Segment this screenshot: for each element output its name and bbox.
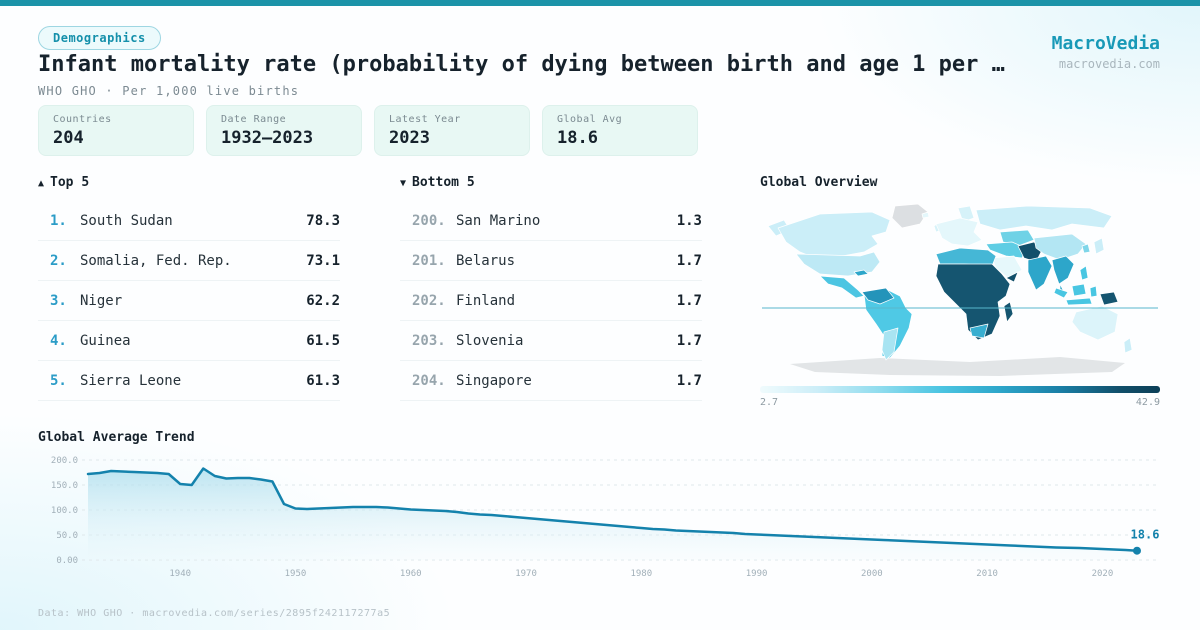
svg-text:100.0: 100.0 <box>51 506 78 516</box>
svg-text:2000: 2000 <box>861 569 883 579</box>
country-name: Slovenia <box>456 332 524 349</box>
svg-text:1990: 1990 <box>746 569 768 579</box>
country-name: Niger <box>80 292 123 309</box>
stat-value: 1932–2023 <box>221 128 314 148</box>
brand-domain: macrovedia.com <box>1058 57 1160 71</box>
top5-header: ▲ Top 5 <box>38 175 340 201</box>
top5-list: ▲ Top 5 1. South Sudan 78.3 2. Somalia, F… <box>38 175 340 401</box>
svg-text:50.0: 50.0 <box>56 531 78 541</box>
country-name: Guinea <box>80 332 131 349</box>
top-accent-bar <box>0 0 1200 6</box>
rank-label: 200. <box>412 212 446 229</box>
stats-row: Countries 204 Date Range 1932–2023 Lates… <box>38 105 698 156</box>
stat-value: 204 <box>53 128 84 148</box>
row-value: 61.5 <box>306 332 340 349</box>
color-scale-labels: 2.7 42.9 <box>760 397 1160 408</box>
country-name: Sierra Leone <box>80 372 182 389</box>
stat-value: 18.6 <box>557 128 598 148</box>
rank-label: 204. <box>412 372 446 389</box>
stat-label: Countries <box>53 114 112 125</box>
row-value: 1.7 <box>676 332 702 349</box>
table-row: 1. South Sudan 78.3 <box>38 201 340 241</box>
latest-point-marker <box>1133 546 1141 555</box>
bottom5-list: ▼ Bottom 5 200. San Marino 1.3 201. Belar… <box>400 175 702 401</box>
trend-title: Global Average Trend <box>38 430 195 445</box>
row-value: 78.3 <box>306 212 340 229</box>
table-row: 204. Singapore 1.7 <box>400 361 702 401</box>
brand-name: MacroVedia <box>1051 33 1160 54</box>
stat-card-date-range: Date Range 1932–2023 <box>206 105 362 156</box>
color-scale-bar <box>760 386 1160 393</box>
down-triangle-icon: ▼ <box>400 178 407 189</box>
row-value: 1.3 <box>676 212 702 229</box>
stat-value: 2023 <box>389 128 430 148</box>
svg-text:1940: 1940 <box>169 569 191 579</box>
table-row: 201. Belarus 1.7 <box>400 241 702 281</box>
country-name: San Marino <box>456 212 541 229</box>
scale-max-label: 42.9 <box>1135 397 1160 408</box>
country-name: Singapore <box>456 372 532 389</box>
rank-label: 5. <box>50 372 67 389</box>
svg-text:1960: 1960 <box>400 569 422 579</box>
rank-label: 2. <box>50 252 67 269</box>
rank-label: 3. <box>50 292 67 309</box>
trend-line-chart: 18.6 1940 1950 1960 1970 1980 1990 2000 2010 202… <box>51 456 1160 579</box>
map-title: Global Overview <box>760 175 878 190</box>
global-overview-section: Global Overview <box>760 175 1160 408</box>
row-value: 73.1 <box>306 252 340 269</box>
svg-text:1970: 1970 <box>515 569 537 579</box>
category-badge: Demographics <box>38 26 161 50</box>
table-row: 3. Niger 62.2 <box>38 281 340 321</box>
table-row: 5. Sierra Leone 61.3 <box>38 361 340 401</box>
stat-card-countries: Countries 204 <box>38 105 194 156</box>
svg-text:0.00: 0.00 <box>56 556 78 566</box>
up-triangle-icon: ▲ <box>38 178 45 189</box>
rank-label: 202. <box>412 292 446 309</box>
footer-source: Data: WHO GHO · macrovedia.com/series/28… <box>38 608 391 619</box>
page-subtitle: WHO GHO · Per 1,000 live births <box>38 84 300 98</box>
svg-text:2020: 2020 <box>1092 569 1114 579</box>
table-row: 203. Slovenia 1.7 <box>400 321 702 361</box>
bottom5-title: Bottom 5 <box>412 175 475 190</box>
table-row: 2. Somalia, Fed. Rep. 73.1 <box>38 241 340 281</box>
rank-label: 1. <box>50 212 67 229</box>
rank-label: 203. <box>412 332 446 349</box>
table-row: 4. Guinea 61.5 <box>38 321 340 361</box>
scale-min-label: 2.7 <box>760 397 779 408</box>
svg-text:150.0: 150.0 <box>51 481 78 491</box>
stat-label: Global Avg <box>557 114 623 125</box>
bottom5-header: ▼ Bottom 5 <box>400 175 702 201</box>
table-row: 202. Finland 1.7 <box>400 281 702 321</box>
page-title: Infant mortality rate (probability of dy… <box>38 52 1005 77</box>
svg-text:200.0: 200.0 <box>51 456 78 466</box>
svg-text:1980: 1980 <box>630 569 652 579</box>
country-name: Somalia, Fed. Rep. <box>80 252 232 269</box>
stat-card-global-avg: Global Avg 18.6 <box>542 105 698 156</box>
row-value: 61.3 <box>306 372 340 389</box>
stat-label: Date Range <box>221 114 287 125</box>
row-value: 62.2 <box>306 292 340 309</box>
table-row: 200. San Marino 1.3 <box>400 201 702 241</box>
rank-label: 201. <box>412 252 446 269</box>
brand-block: MacroVedia macrovedia.com <box>1052 33 1160 71</box>
country-name: Finland <box>456 292 516 309</box>
svg-text:1950: 1950 <box>285 569 307 579</box>
trend-section: Global Average Trend 18.6 1940 1950 1960 19… <box>38 430 1162 588</box>
country-name: South Sudan <box>80 212 173 229</box>
top5-title: Top 5 <box>50 175 90 190</box>
rank-label: 4. <box>50 332 67 349</box>
stat-card-latest-year: Latest Year 2023 <box>374 105 530 156</box>
stat-label: Latest Year <box>389 114 461 125</box>
country-name: Belarus <box>456 252 516 269</box>
svg-text:2010: 2010 <box>976 569 998 579</box>
row-value: 1.7 <box>676 372 702 389</box>
row-value: 1.7 <box>676 292 702 309</box>
row-value: 1.7 <box>676 252 702 269</box>
world-choropleth-map <box>762 203 1158 376</box>
latest-value-label: 18.6 <box>1131 528 1160 542</box>
